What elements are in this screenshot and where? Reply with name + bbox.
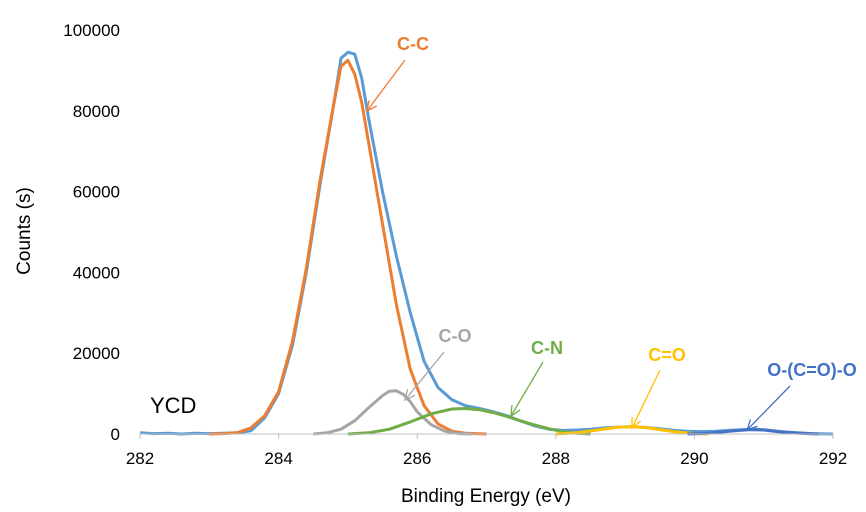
c-o-label: C-O [439,326,472,346]
carbonate-label-arrowhead [745,419,758,432]
x-tick-label: 292 [819,449,847,468]
y-tick-label: 0 [111,425,120,444]
c-eq-o-line [555,425,709,436]
y-axis-ticks: 0 20000 40000 60000 80000 100000 [63,21,120,444]
total-envelope-line [139,50,834,436]
y-axis-title: Counts (s) [14,187,35,275]
y-tick-label: 60000 [73,183,120,202]
c-c-label: C-C [397,34,429,54]
c-eq-o-label-arrowhead [631,416,642,430]
c-n-label-arrowhead [510,404,521,418]
x-tick-label: 282 [126,449,154,468]
c-c-line [209,58,487,436]
annotation-group: C-C C-O C-N C=O O-(C=O)-O [366,34,857,432]
c-c-label-arrow [366,59,406,112]
carbonate-line [687,428,820,436]
c-n-label: C-N [531,338,563,358]
x-tick-label: 286 [403,449,431,468]
x-tick-label: 288 [542,449,570,468]
x-tick-label: 284 [264,449,292,468]
x-tick-label: 290 [680,449,708,468]
carbonate-label-arrow [746,385,791,431]
y-tick-label: 100000 [63,21,120,40]
c-eq-o-label: C=O [648,345,686,365]
sample-label: YCD [150,393,196,418]
carbonate-label: O-(C=O)-O [767,360,857,380]
c-n-line [347,407,591,436]
x-axis-title: Binding Energy (eV) [401,486,571,507]
series-group [139,50,834,436]
y-tick-label: 80000 [73,102,120,121]
x-axis-ticks: 282 284 286 288 290 292 [126,434,847,468]
y-tick-label: 20000 [73,344,120,363]
c-o-label-arrowhead [404,389,416,402]
c-c-label-arrowhead [366,100,378,113]
y-tick-label: 40000 [73,263,120,282]
c-o-label-arrow [404,351,445,401]
c-n-label-arrow [510,361,544,417]
c-o-line [313,389,473,436]
c-eq-o-label-arrow [631,369,661,429]
